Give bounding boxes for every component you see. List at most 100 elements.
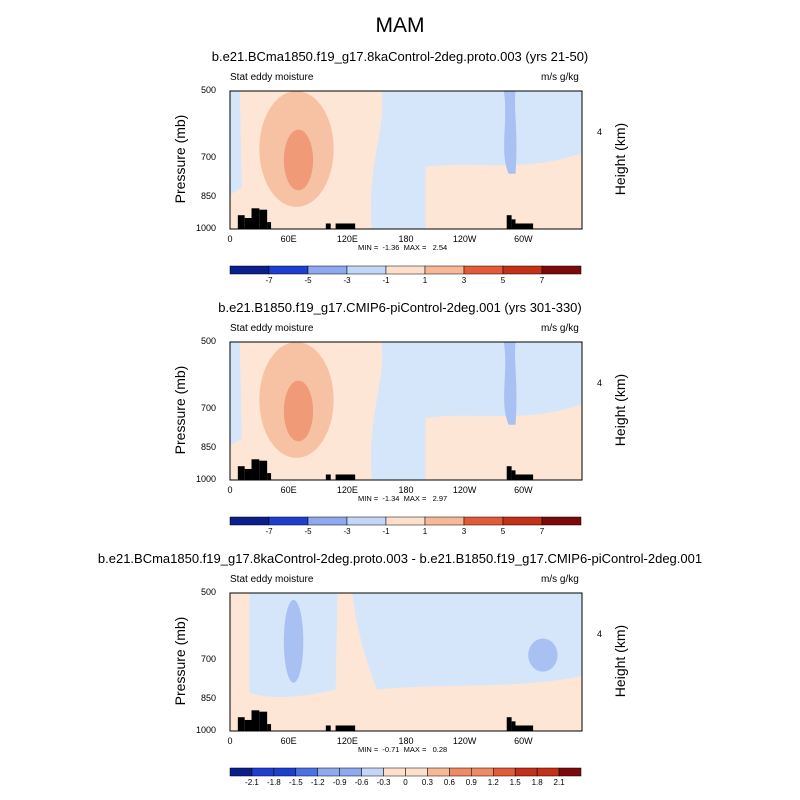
topography-mask <box>335 725 356 731</box>
colorbar-bin <box>385 265 426 275</box>
y-axis-label-right: Height (km) <box>612 122 628 196</box>
x-tick-label: 120E <box>336 485 358 495</box>
positive-region <box>425 153 582 229</box>
y-tick-label: 500 <box>200 587 216 597</box>
topography-mask <box>515 725 534 731</box>
topography-mask <box>335 223 356 229</box>
colorbar-bin <box>502 265 543 275</box>
colorbar-bin <box>385 516 426 526</box>
colorbar-tick-label: 7 <box>539 527 545 536</box>
y-axis-label-right: Height (km) <box>612 373 628 447</box>
colorbar <box>229 767 582 777</box>
x-tick-label: 60E <box>280 234 297 244</box>
topography-mask <box>506 215 512 229</box>
colorbar-bin <box>405 767 428 777</box>
colorbar-tick-label: 1.5 <box>509 778 521 787</box>
min-max-label: MIN = -1.36 MAX = 2.54 <box>358 243 448 252</box>
colorbar-tick-label: 0.6 <box>443 778 455 787</box>
colorbar-tick-label: -5 <box>304 527 312 536</box>
colorbar-tick-label: -1.2 <box>310 778 325 787</box>
colorbar-tick-label: 0.9 <box>465 778 477 787</box>
topography-mask <box>325 725 331 731</box>
topography-mask <box>237 466 245 480</box>
x-tick-label: 60W <box>514 485 533 495</box>
colorbar-bin <box>449 767 472 777</box>
plot-frame <box>229 341 583 481</box>
topography-mask <box>515 474 534 480</box>
topography-mask <box>325 223 331 229</box>
topography-mask <box>511 721 516 731</box>
colorbar-tick-label: -1.8 <box>266 778 281 787</box>
main-title: MAM <box>375 14 425 37</box>
left-label: Stat eddy moisture <box>230 72 314 83</box>
topography-mask <box>251 208 260 229</box>
x-tick-label: 180 <box>398 736 414 746</box>
topography-mask <box>506 717 512 731</box>
colorbar-bin <box>268 516 309 526</box>
y-axis-label: Pressure (mb) <box>172 114 188 204</box>
y-axis-label: Pressure (mb) <box>172 365 188 455</box>
plot-frame <box>229 592 583 732</box>
colorbar-tick-label: -3 <box>343 527 351 536</box>
colorbar-bin <box>268 265 309 275</box>
colorbar-tick-label: 1 <box>422 527 428 536</box>
colorbar-tick-label: -3 <box>343 276 351 285</box>
y-tick-label: 850 <box>200 692 216 703</box>
y-tick-label: 1000 <box>195 474 216 484</box>
colorbar-tick-label: 7 <box>539 276 545 285</box>
x-tick-label: 60W <box>514 234 533 244</box>
colorbar-bin <box>463 516 504 526</box>
colorbar-bin <box>493 767 516 777</box>
right-tick-label: 4 <box>597 629 603 639</box>
topography-mask <box>259 460 268 480</box>
colorbar-tick-label: -0.6 <box>354 778 369 787</box>
colorbar-bin <box>424 265 465 275</box>
heatmap-plot <box>229 90 583 230</box>
colorbar-tick-label: -7 <box>265 527 273 536</box>
y-axis-label-right: Height (km) <box>612 624 628 698</box>
topography-mask <box>506 466 512 480</box>
colorbar-bin <box>251 767 275 777</box>
topography-mask <box>325 474 331 480</box>
topography-mask <box>244 719 252 731</box>
right-tick-label: 4 <box>597 378 603 388</box>
colorbar-bin <box>558 767 582 777</box>
positive-max <box>283 129 314 191</box>
right-label: m/s g/kg <box>541 72 579 83</box>
left-label: Stat eddy moisture <box>230 323 314 334</box>
colorbar-bin <box>229 265 270 275</box>
negative-core <box>528 638 558 672</box>
colorbar-bin <box>295 767 318 777</box>
plot-frame <box>229 90 583 230</box>
colorbar-bin <box>229 516 270 526</box>
x-tick-label: 180 <box>398 485 414 495</box>
y-axis-label: Pressure (mb) <box>172 616 188 706</box>
y-tick-label: 500 <box>200 336 216 346</box>
left-label: Stat eddy moisture <box>230 574 314 585</box>
colorbar <box>229 265 582 275</box>
colorbar-bin <box>471 767 494 777</box>
colorbar-tick-label: -2.1 <box>245 778 259 787</box>
negative-core <box>503 342 517 425</box>
colorbar-tick-label: -1 <box>382 276 390 285</box>
colorbar-tick-label: -1 <box>382 527 390 536</box>
colorbar-bin <box>307 516 348 526</box>
colorbar-bin <box>424 516 465 526</box>
colorbar-bin <box>229 767 253 777</box>
negative-region <box>230 342 242 446</box>
topography-mask <box>237 717 245 731</box>
colorbar-tick-label: 0 <box>403 778 408 787</box>
topography-mask <box>511 219 516 229</box>
colorbar-bin <box>463 265 504 275</box>
colorbar-bin <box>541 265 582 275</box>
x-tick-label: 60E <box>280 736 297 746</box>
min-max-label: MIN = -0.71 MAX = 0.28 <box>358 745 448 754</box>
colorbar-bin <box>427 767 450 777</box>
y-tick-label: 700 <box>200 653 216 664</box>
topography-mask <box>244 217 252 229</box>
y-tick-label: 1000 <box>195 223 216 233</box>
colorbar-bin <box>317 767 340 777</box>
heatmap-plot <box>229 341 583 481</box>
colorbar-tick-label: 3 <box>461 276 467 285</box>
topography-mask <box>259 209 268 229</box>
